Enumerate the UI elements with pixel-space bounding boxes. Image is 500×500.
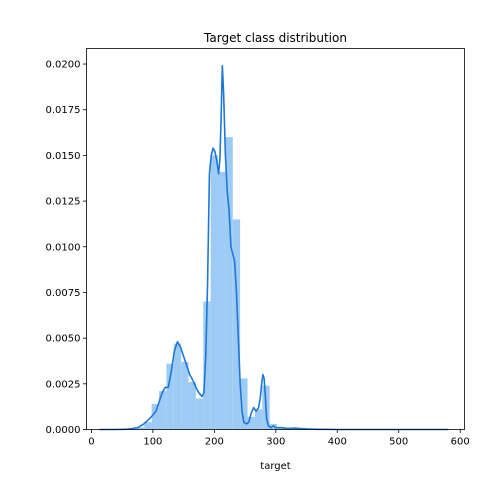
histogram-bar — [136, 427, 145, 430]
y-tick-label: 0.0000 — [46, 425, 81, 436]
histogram-bar — [188, 381, 196, 430]
chart-title: Target class distribution — [203, 31, 347, 45]
y-tick-label: 0.0100 — [46, 242, 81, 253]
y-tick-label: 0.0175 — [46, 105, 81, 116]
y-tick-label: 0.0150 — [46, 151, 81, 162]
histogram-bar — [277, 427, 285, 430]
x-tick-label: 500 — [389, 437, 408, 448]
x-tick-label: 400 — [328, 437, 347, 448]
histogram-bar — [166, 363, 174, 430]
y-tick-label: 0.0200 — [46, 60, 81, 71]
histogram-bars — [129, 137, 329, 430]
histogram-bar — [210, 155, 219, 430]
y-tick-label: 0.0075 — [46, 288, 81, 299]
x-axis-label: target — [260, 461, 290, 472]
y-tick-label: 0.0050 — [46, 334, 81, 345]
histogram-bar — [225, 137, 233, 430]
histogram-bar — [291, 428, 300, 430]
x-tick-label: 0 — [88, 437, 94, 448]
plot-frame — [86, 48, 465, 430]
histogram-bar — [144, 422, 152, 430]
x-tick-label: 300 — [266, 437, 285, 448]
kde-line — [99, 65, 449, 431]
histogram-bar — [218, 171, 226, 430]
histogram-bar — [232, 219, 241, 430]
y-axis: 0.0000 0.0025 0.0050 0.0075 0.0100 0.0125 0.01… — [46, 60, 87, 436]
histogram-bar — [203, 301, 211, 430]
histogram-bar — [181, 361, 189, 430]
x-tick-label: 100 — [143, 437, 162, 448]
y-tick-label: 0.0125 — [46, 197, 81, 208]
x-tick-label: 200 — [205, 437, 224, 448]
x-axis: 0 100 200 300 400 500 600 — [88, 429, 470, 448]
histogram-bar — [247, 416, 255, 430]
histogram-bar — [173, 343, 182, 430]
histogram-bar — [240, 378, 248, 430]
histogram-bar — [159, 391, 167, 430]
x-tick-label: 600 — [451, 437, 470, 448]
histogram-bar — [151, 403, 160, 430]
kde-curve-layer — [99, 65, 449, 431]
y-tick-label: 0.0025 — [46, 379, 81, 390]
histogram-bar — [254, 409, 263, 430]
histogram-bar — [195, 398, 204, 430]
